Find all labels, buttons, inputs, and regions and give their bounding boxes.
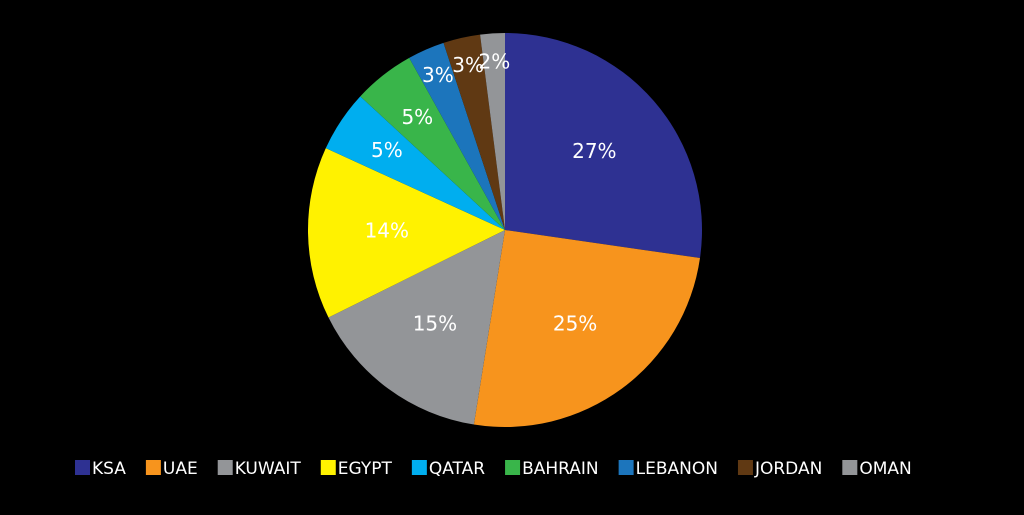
pie-slice	[328, 230, 505, 425]
slice-label: 3%	[422, 63, 454, 87]
legend-swatch	[505, 460, 521, 475]
legend-swatch	[145, 460, 161, 475]
slice-label: 2%	[479, 49, 511, 73]
legend-label: UAE	[163, 459, 198, 479]
pie-slice	[505, 33, 702, 259]
legend-swatch	[75, 460, 90, 475]
slice-label: 25%	[553, 312, 597, 336]
legend-label: LEBANON	[636, 459, 718, 479]
legend-swatch	[737, 460, 753, 475]
legend-swatch	[842, 460, 858, 475]
pie-slice	[443, 34, 505, 230]
legend-label: KUWAIT	[235, 459, 302, 479]
pie-slice	[473, 230, 700, 427]
slice-label: 5%	[371, 138, 403, 162]
legend-swatch	[217, 460, 233, 475]
slice-label: 15%	[413, 312, 457, 336]
legend-label: OMAN	[859, 459, 911, 479]
legend-swatch	[411, 460, 427, 475]
slice-label: 3%	[452, 53, 484, 77]
slice-label: 27%	[572, 139, 616, 163]
slice-label: 5%	[401, 105, 433, 129]
legend-label: EGYPT	[338, 459, 393, 479]
legend-label: QATAR	[429, 459, 485, 479]
pie-slice	[307, 148, 505, 318]
pie-slice	[409, 42, 505, 230]
slice-label: 14%	[365, 218, 409, 242]
legend-label: BAHRAIN	[522, 459, 599, 479]
legend-label: JORDAN	[754, 459, 822, 479]
pie-slice	[360, 57, 505, 231]
pie-slice	[325, 96, 505, 230]
legend-swatch	[618, 460, 634, 475]
legend-swatch	[320, 460, 336, 475]
pie-slice	[480, 33, 505, 230]
legend-label: KSA	[92, 459, 126, 479]
